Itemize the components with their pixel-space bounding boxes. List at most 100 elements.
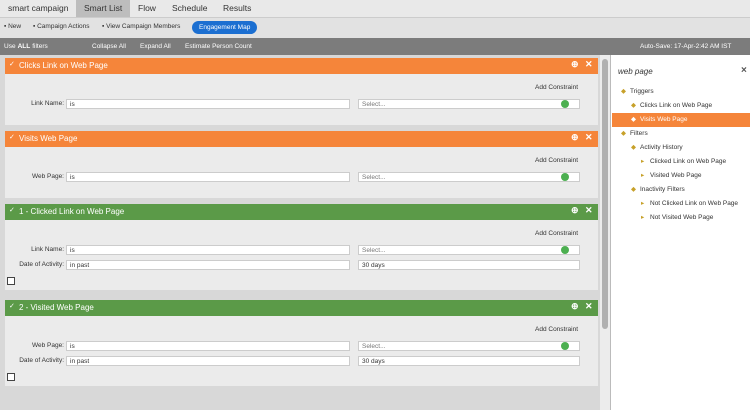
value-select[interactable]: Select... <box>358 172 580 182</box>
use-filters-text: Use <box>4 43 16 50</box>
toolbar <box>0 17 750 38</box>
value-select[interactable]: 30 days <box>358 356 580 366</box>
close-button[interactable]: ✕ <box>585 205 593 215</box>
tab[interactable]: Flow <box>138 3 156 13</box>
tab[interactable]: Results <box>223 3 252 13</box>
filter-bar-button[interactable]: Estimate Person Count <box>185 43 252 50</box>
card-header: Clicks Link on Web Page ✓ ⊕ ✕ <box>5 58 598 74</box>
tree-icon: ▸ <box>641 214 645 221</box>
close-button[interactable]: ✕ <box>585 59 593 69</box>
close-button[interactable]: ✕ <box>585 132 593 142</box>
add-constraint[interactable]: Add Constraint <box>535 326 578 333</box>
sidebar: web page × Triggers ◆ Clicks Link on Web P… <box>610 55 750 410</box>
tree-item[interactable]: Visits Web Page ◆ <box>612 113 750 127</box>
use-filters-text: ALL <box>17 43 31 50</box>
tree-icon: ◆ <box>631 116 636 123</box>
card-title: Clicks Link on Web Page <box>19 61 108 70</box>
tree-icon: ◆ <box>631 186 636 193</box>
card-icon: ✓ <box>9 61 15 68</box>
card-title: 1 - Clicked Link on Web Page <box>19 207 125 216</box>
filter-card: 1 - Clicked Link on Web Page ✓ ⊕ ✕ Add Const… <box>5 204 598 290</box>
tree-item[interactable]: Clicks Link on Web Page ◆ <box>612 99 750 113</box>
tree-label: Clicked Link on Web Page <box>650 158 727 165</box>
tree-label: Activity History <box>640 144 683 151</box>
tree-label: Filters <box>630 130 648 137</box>
filter-bar <box>0 38 750 55</box>
close-button[interactable]: ✕ <box>585 301 593 311</box>
tree-icon: ◆ <box>621 88 626 95</box>
tree-icon: ▸ <box>641 200 645 207</box>
tree-item[interactable]: Inactivity Filters ◆ <box>612 183 750 197</box>
operator-select[interactable]: in past <box>66 260 350 270</box>
tree-label: Visits Web Page <box>640 116 688 123</box>
toolbar-button[interactable]: ▪ New <box>4 23 22 30</box>
tree-item[interactable]: Triggers ◆ <box>612 85 750 99</box>
card-title: 2 - Visited Web Page <box>19 303 94 312</box>
tab[interactable]: Smart List <box>76 0 131 17</box>
card-title: Visits Web Page <box>19 134 78 143</box>
collapse-button[interactable]: ⊕ <box>571 59 579 69</box>
tree-icon: ▸ <box>641 172 645 179</box>
operator-select[interactable]: is <box>66 172 350 182</box>
tree-item[interactable]: Not Visited Web Page ▸ <box>612 211 750 225</box>
operator-select[interactable]: is <box>66 341 350 351</box>
filter-card: 2 - Visited Web Page ✓ ⊕ ✕ Add Constraint Web… <box>5 300 598 386</box>
card-header: Visits Web Page ✓ ⊕ ✕ <box>5 131 598 147</box>
use-filters-text: filters <box>32 43 48 50</box>
card-icon: ✓ <box>9 134 15 141</box>
operator-select[interactable]: in past <box>66 356 350 366</box>
collapse-button[interactable]: ⊕ <box>571 132 579 142</box>
sidebar-search[interactable]: web page <box>618 67 653 76</box>
toolbar-button[interactable]: ▪ View Campaign Members <box>102 23 181 30</box>
field-label: Date of Activity: <box>19 357 64 364</box>
value-select[interactable]: Select... <box>358 99 580 109</box>
checkbox[interactable] <box>7 277 15 285</box>
add-value-icon[interactable] <box>561 100 569 108</box>
add-constraint[interactable]: Add Constraint <box>535 157 578 164</box>
field-label: Web Page: <box>31 342 64 349</box>
tab[interactable]: smart campaign <box>8 3 69 13</box>
tab[interactable]: Schedule <box>172 3 208 13</box>
add-value-icon[interactable] <box>561 342 569 350</box>
value-select[interactable]: Select... <box>358 245 580 255</box>
tree-icon: ◆ <box>631 144 636 151</box>
card-header: 1 - Clicked Link on Web Page ✓ ⊕ ✕ <box>5 204 598 220</box>
tab-bar <box>0 0 750 17</box>
tree-label: Not Clicked Link on Web Page <box>650 200 739 207</box>
tree-item[interactable]: Clicked Link on Web Page ▸ <box>612 155 750 169</box>
collapse-button[interactable]: ⊕ <box>571 205 579 215</box>
tree-item[interactable]: Filters ◆ <box>612 127 750 141</box>
value-select[interactable]: 30 days <box>358 260 580 270</box>
add-value-icon[interactable] <box>561 173 569 181</box>
operator-select[interactable]: is <box>66 245 350 255</box>
tree-item[interactable]: Activity History ◆ <box>612 141 750 155</box>
tree-label: Inactivity Filters <box>640 186 685 193</box>
tree-icon: ◆ <box>631 102 636 109</box>
tree-item[interactable]: Visited Web Page ▸ <box>612 169 750 183</box>
add-value-icon[interactable] <box>561 246 569 254</box>
add-constraint[interactable]: Add Constraint <box>535 230 578 237</box>
tree-label: Clicks Link on Web Page <box>640 102 713 109</box>
filter-card: Clicks Link on Web Page ✓ ⊕ ✕ Add Constraint… <box>5 58 598 125</box>
use-filters[interactable]: Use ALL filters <box>4 43 50 50</box>
tree-label: Visited Web Page <box>650 172 702 179</box>
filter-card: Visits Web Page ✓ ⊕ ✕ Add Constraint Web Page… <box>5 131 598 198</box>
collapse-button[interactable]: ⊕ <box>571 301 579 311</box>
card-header: 2 - Visited Web Page ✓ ⊕ ✕ <box>5 300 598 316</box>
operator-select[interactable]: is <box>66 99 350 109</box>
toolbar-button[interactable]: ▪ Campaign Actions <box>33 23 90 30</box>
primary-button[interactable]: Engagement Map <box>192 21 258 34</box>
add-constraint[interactable]: Add Constraint <box>535 84 578 91</box>
tree-item[interactable]: Not Clicked Link on Web Page ▸ <box>612 197 750 211</box>
filter-bar-button[interactable]: Collapse All <box>92 43 126 50</box>
close-icon[interactable]: × <box>741 65 747 76</box>
tree-icon: ▸ <box>641 158 645 165</box>
checkbox[interactable] <box>7 373 15 381</box>
scrollbar <box>600 55 610 410</box>
tree-icon: ◆ <box>621 130 626 137</box>
value-select[interactable]: Select... <box>358 341 580 351</box>
filter-bar-button[interactable]: Expand All <box>140 43 171 50</box>
autosave: Auto-Save: 17-Apr-2:42 AM IST <box>640 43 732 50</box>
card-icon: ✓ <box>9 303 15 310</box>
